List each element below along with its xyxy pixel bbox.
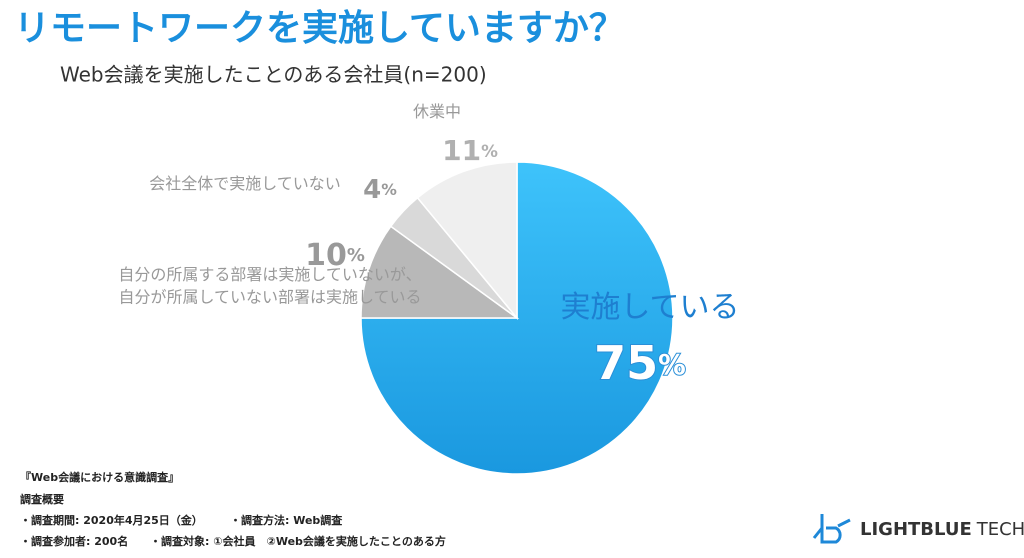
slice-label: 休業中: [413, 102, 461, 121]
note: ・調査方法: Web調査: [230, 513, 342, 527]
slice-label: 会社全体で実施していない: [149, 174, 341, 193]
value-number: 11: [442, 134, 481, 167]
notes: 『Web会議における意識調査』 調査概要 ・調査期間: 2020年4月25日（金…: [20, 470, 446, 548]
slice-label-line: 休業中: [413, 102, 461, 121]
slice-label: 自分の所属する部署は実施していないが、自分が所属していない部署は実施している: [118, 265, 421, 306]
logo-text: LIGHTBLUETECHNOLOGY: [860, 519, 1024, 540]
subtitle: Web会議を実施したことのある会社員(n=200): [60, 63, 487, 87]
slice-label: 実施している: [560, 290, 739, 325]
slice-label-line: 自分が所属していない部署は実施している: [118, 287, 421, 306]
logo-suffix: TECHNOLOGY: [976, 519, 1024, 540]
pie-slice: [360, 161, 674, 475]
value-unit: %: [381, 181, 397, 199]
value-label: 4%: [363, 175, 397, 205]
note: ・調査対象: ①会社員 ②Web会議を実施したことのある方: [150, 534, 446, 548]
value-number: 4: [363, 175, 381, 205]
value-unit: %: [481, 141, 498, 161]
value-unit: %: [347, 245, 365, 266]
value-number: 75: [594, 336, 658, 390]
value-unit: %: [658, 348, 686, 381]
pie-slice: [360, 225, 520, 319]
slice-label-line: 実施している: [560, 290, 739, 325]
value-label: 10%: [305, 238, 365, 273]
note: 『Web会議における意識調査』: [20, 470, 179, 484]
slice-label-line: 自分の所属する部署は実施していないが、: [118, 265, 421, 284]
value-label: 11%: [442, 134, 498, 167]
logo: LIGHTBLUETECHNOLOGY: [812, 514, 1024, 544]
title: リモートワークを実施していますか？: [14, 8, 625, 49]
value-number: 10: [305, 238, 347, 273]
logo-brand: LIGHTBLUE: [860, 519, 972, 540]
note: ・調査期間: 2020年4月25日（金）: [20, 513, 203, 527]
logo-icon: [812, 514, 851, 544]
value-label: 75%: [594, 336, 686, 390]
note: ・調査参加者: 200名: [20, 534, 128, 548]
slice-label-line: 会社全体で実施していない: [149, 174, 341, 193]
note: 調査概要: [20, 492, 64, 506]
pie-slice: [416, 161, 518, 321]
